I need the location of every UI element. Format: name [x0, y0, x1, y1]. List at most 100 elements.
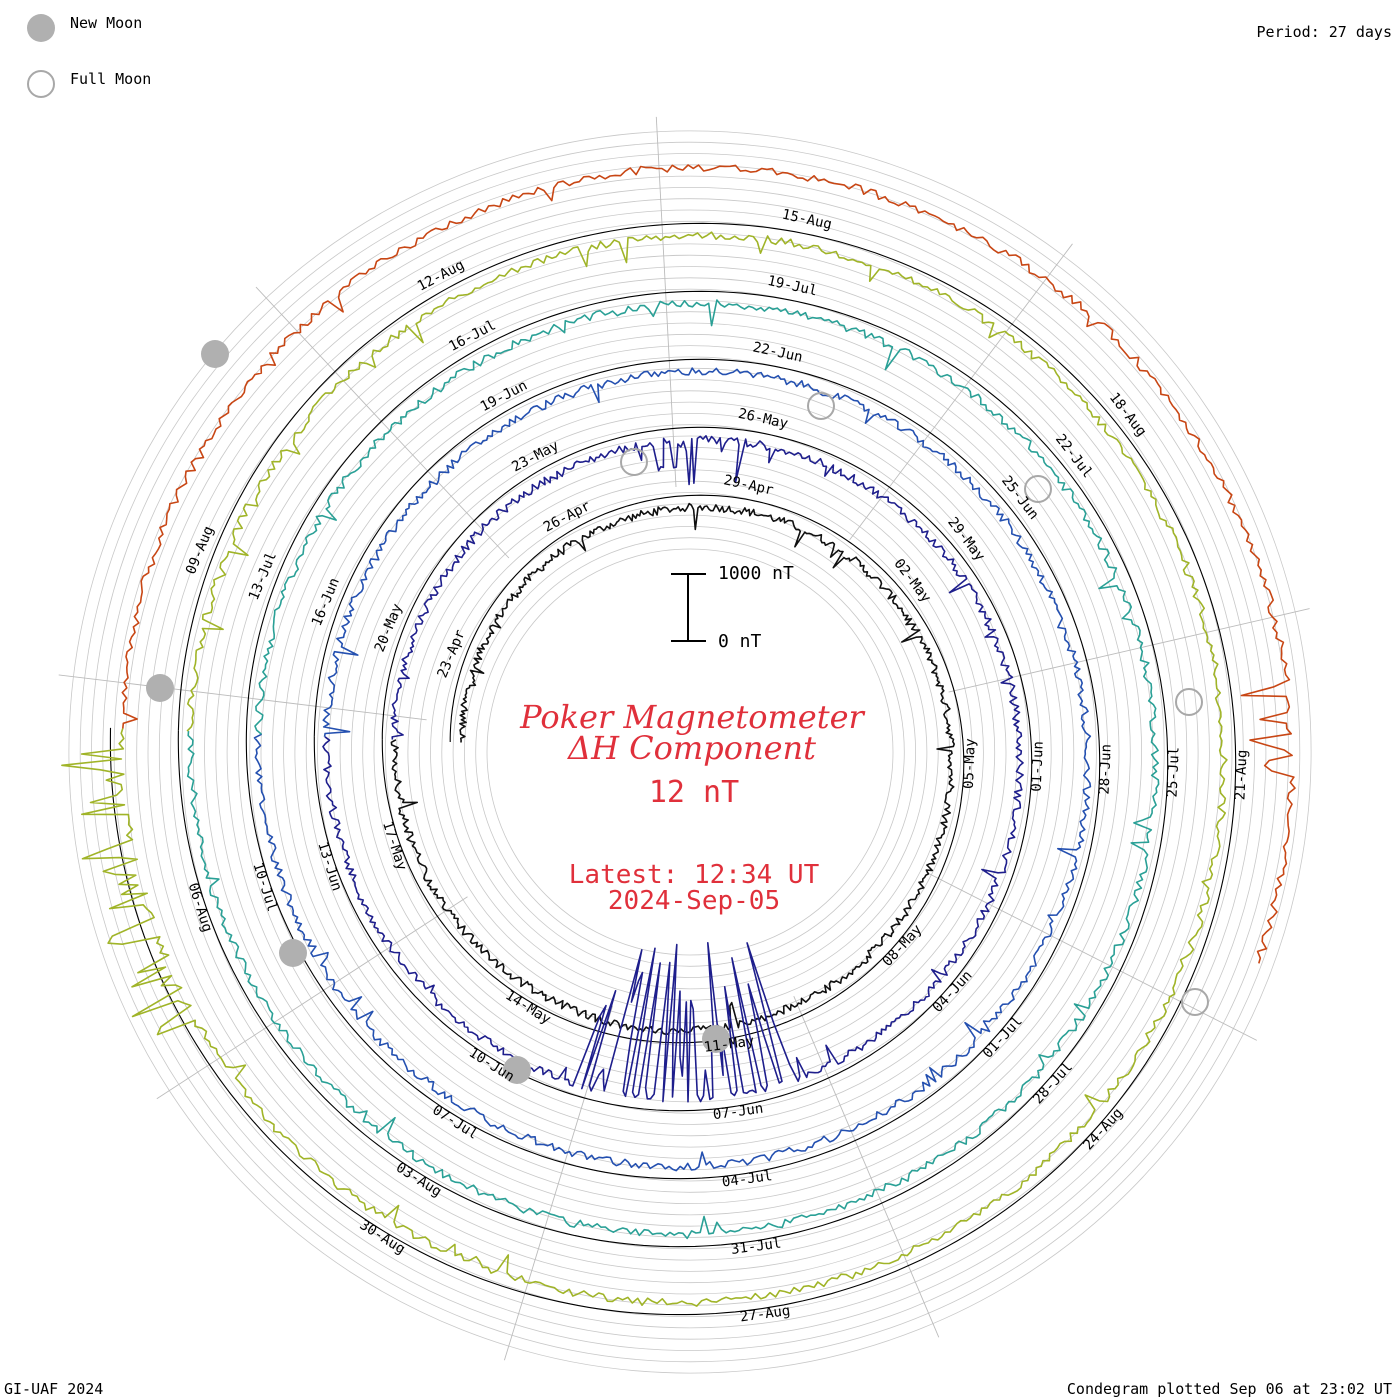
grid-ring — [125, 187, 1255, 1317]
spoke-line — [655, 116, 677, 488]
full-moon-marker — [1024, 475, 1052, 503]
grid-ring — [68, 130, 1312, 1374]
full-moon-icon — [27, 70, 55, 98]
grid-ring — [317, 379, 1063, 1125]
full-moon-marker — [1175, 688, 1203, 716]
grid-ring — [362, 424, 1018, 1080]
grid-ring — [170, 232, 1210, 1272]
date-label: 09-Aug — [183, 524, 217, 577]
spoke-line — [948, 608, 1310, 693]
date-label: 01-Jun — [1029, 741, 1047, 792]
full-moon-label: Full Moon — [70, 70, 152, 88]
trace-rev-6 — [121, 164, 1296, 964]
grid-ring — [475, 537, 905, 967]
date-label: 16-Jun — [309, 576, 343, 629]
scale-top-label: 1000 nT — [718, 563, 794, 584]
date-label: 13-Jul — [246, 550, 280, 603]
grid-ring — [181, 243, 1199, 1261]
date-label: 17-May — [379, 819, 410, 872]
date-label: 11-May — [703, 1033, 755, 1056]
footer-credit: GI-UAF 2024 — [4, 1380, 104, 1398]
grid-ring — [136, 198, 1244, 1306]
new-moon-marker — [146, 674, 174, 702]
grid-ring — [452, 514, 928, 990]
new-moon-label: New Moon — [70, 14, 143, 32]
latest-time: Latest: 12:34 UT — [568, 860, 820, 890]
date-label: 25-Jul — [1165, 747, 1183, 798]
grid-ring — [339, 401, 1041, 1103]
moon-phase-markers — [146, 340, 1209, 1084]
spoke-line — [793, 996, 940, 1338]
date-label: 28-Jul — [1030, 1059, 1076, 1107]
trace-rev-5 — [61, 231, 1228, 1307]
date-label: 19-Jun — [478, 378, 530, 416]
spoke-line — [926, 871, 1258, 1041]
date-label: 24-Aug — [1080, 1105, 1126, 1153]
component-label: ΔH Component — [567, 729, 817, 767]
latest-date: 2024-Sep-05 — [607, 886, 781, 916]
new-moon-marker — [702, 1025, 730, 1053]
date-label: 23-May — [509, 438, 561, 476]
period-label: Period: 27 days — [1256, 23, 1392, 41]
data-traces — [61, 164, 1296, 1307]
grid-ring — [373, 435, 1007, 1069]
new-moon-icon — [27, 14, 55, 42]
reference-ring-5 — [109, 222, 1237, 1316]
chart-title: Poker Magnetometer — [520, 698, 864, 736]
new-moon-marker — [503, 1056, 531, 1084]
date-label: 05-May — [961, 738, 979, 789]
trace-rev-3 — [253, 367, 1092, 1172]
date-label: 08-May — [879, 922, 925, 970]
reference-ring-2 — [313, 426, 1033, 1112]
date-label: 29-May — [944, 514, 988, 564]
full-moon-marker — [1181, 988, 1209, 1016]
new-moon-marker — [279, 939, 307, 967]
grid-ring — [271, 333, 1109, 1171]
full-moon-marker — [620, 448, 648, 476]
grid-ring — [260, 322, 1120, 1182]
date-label: 12-Aug — [415, 257, 467, 295]
grid-ring — [350, 412, 1030, 1092]
spoke-line — [156, 896, 468, 1100]
reference-ring-4 — [177, 290, 1169, 1248]
footer-plot-time: Condegram plotted Sep 06 at 23:02 UT — [1066, 1380, 1392, 1398]
date-label: 04-Jul — [721, 1168, 773, 1191]
grid-ring — [215, 277, 1165, 1227]
date-label: 23-Apr — [435, 627, 469, 680]
grid-ring — [147, 209, 1233, 1295]
grid-ring — [249, 311, 1131, 1193]
grid-ring — [113, 175, 1267, 1329]
current-value: 12 nT — [648, 775, 740, 810]
full-moon-marker — [807, 392, 835, 420]
grid-ring — [237, 299, 1143, 1205]
date-label: 26-Apr — [541, 498, 593, 536]
grid-ring — [305, 367, 1075, 1137]
date-label: 07-Jun — [712, 1101, 764, 1124]
grid-ring — [204, 266, 1176, 1238]
date-label: 15-Aug — [780, 207, 833, 233]
date-label: 02-May — [890, 556, 934, 606]
date-label: 19-Jul — [766, 273, 819, 299]
grid-ring — [226, 288, 1154, 1216]
scale-bar — [671, 573, 706, 642]
date-label: 28-Jun — [1097, 744, 1115, 795]
new-moon-marker — [201, 340, 229, 368]
trace-rev-1 — [390, 502, 955, 1035]
spoke-line — [849, 243, 1073, 541]
reference-rings — [109, 222, 1237, 1316]
trace-rev-2 — [322, 435, 1024, 1103]
scale-bottom-label: 0 nT — [718, 631, 762, 652]
spoke-line — [58, 674, 427, 721]
grid-ring — [79, 141, 1301, 1363]
date-label: 21-Aug — [1232, 749, 1250, 800]
reference-ring-3 — [245, 358, 1101, 1180]
grid-ring — [192, 254, 1188, 1250]
trace-rev-4 — [186, 299, 1160, 1240]
grid-ring — [328, 390, 1052, 1114]
date-label: 20-May — [372, 602, 406, 655]
date-label: 13-Jun — [314, 840, 345, 893]
date-label: 16-Jul — [446, 317, 498, 355]
grid-ring — [486, 548, 894, 956]
grid-ring — [463, 526, 917, 979]
